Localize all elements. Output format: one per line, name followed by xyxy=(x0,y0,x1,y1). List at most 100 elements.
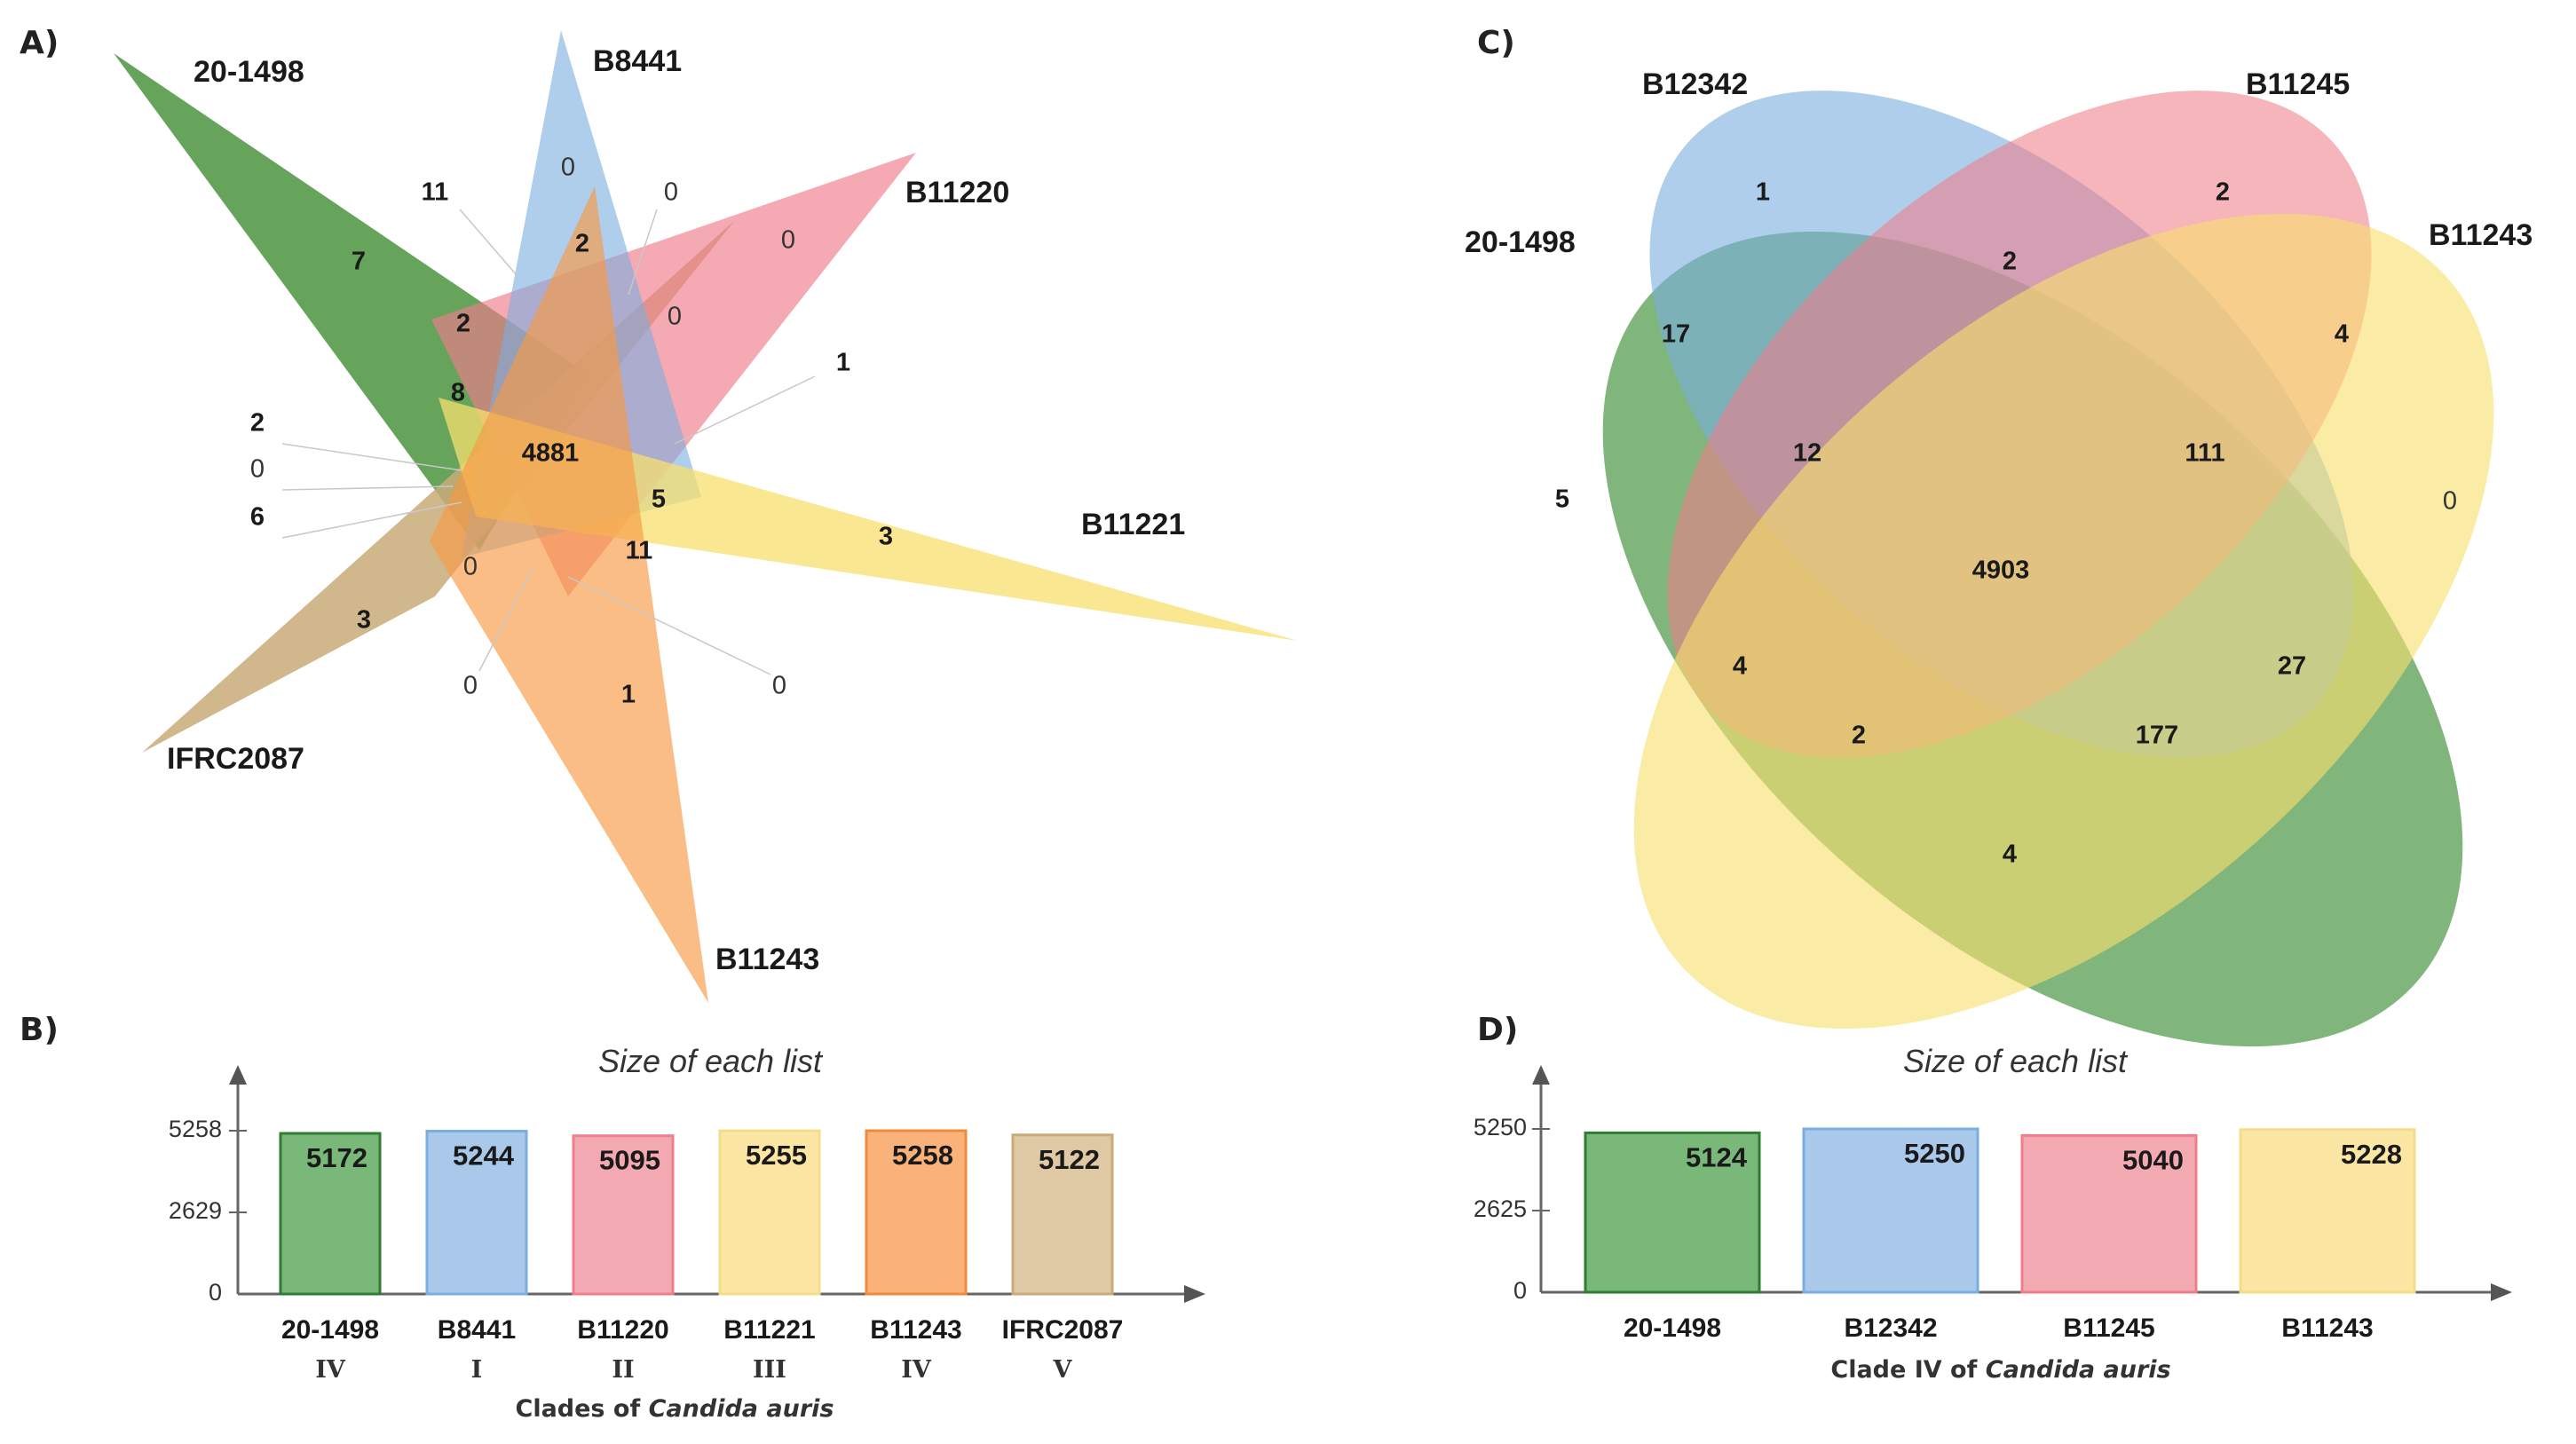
clade-label: I xyxy=(471,1356,483,1384)
bar-b8441 xyxy=(425,1129,528,1296)
venn-c-count: 4 xyxy=(1733,652,1747,681)
panel-c-label: C) xyxy=(1477,25,1515,61)
x-tick-label: B11243 xyxy=(2281,1314,2373,1343)
venn-a-count: 0 xyxy=(668,303,682,331)
venn-a-count-ifrc-only: 3 xyxy=(357,606,371,635)
venn-a-count: 11 xyxy=(626,537,653,565)
x-tick-label: B11245 xyxy=(2063,1314,2154,1343)
venn-c-name-20-1498: 20-1498 xyxy=(1465,225,1576,259)
venn-c-name-b12342: B12342 xyxy=(1642,67,1748,101)
venn-a-count: 0 xyxy=(463,553,478,581)
venn-a-count-core: 4881 xyxy=(522,439,580,468)
bar-b11243 xyxy=(2239,1128,2416,1294)
venn-a: A) 20-1498 B8441 B11220 B11221 B11243 IF… xyxy=(20,25,1298,1003)
chart-b-xlabel-italic: Candida auris xyxy=(649,1395,834,1423)
venn-a-count: 0 xyxy=(772,672,786,700)
venn-c-count: 0 xyxy=(2443,487,2457,516)
bar-value-label: 5124 xyxy=(1686,1141,1748,1172)
venn-a-name-b11243: B11243 xyxy=(715,943,819,976)
venn-a-count: 6 xyxy=(250,503,265,532)
venn-c-count: 5 xyxy=(1555,485,1569,514)
venn-a-name-ifrc2087: IFRC2087 xyxy=(167,742,304,776)
chart-b-y-arrow xyxy=(229,1065,247,1085)
chart-b-ytick: 2629 xyxy=(169,1197,222,1224)
venn-a-count: 0 xyxy=(664,178,678,207)
venn-a-count: 1 xyxy=(836,349,850,377)
bar-value-label: 5250 xyxy=(1904,1138,1965,1169)
venn-a-name-20-1498: 20-1498 xyxy=(194,55,304,89)
chart-b-ytick: 0 xyxy=(209,1279,222,1306)
panel-d-label: D) xyxy=(1477,1012,1518,1048)
venn-a-leader-lines xyxy=(281,209,816,675)
x-tick-label: B11220 xyxy=(577,1315,668,1345)
bar-b12342 xyxy=(1802,1127,1979,1294)
bar-20-1498 xyxy=(1584,1131,1761,1294)
bar-chart-b: B) Size of each list 5258 2629 0 5172 20-… xyxy=(20,1012,1205,1423)
bar-value-label: 5255 xyxy=(746,1140,807,1171)
x-tick-label: 20-1498 xyxy=(1624,1314,1721,1343)
chart-d-xlabel-prefix: Clade IV of xyxy=(1830,1356,1985,1384)
clade-label: III xyxy=(753,1356,786,1384)
venn-a-count: 2 xyxy=(575,230,589,258)
bar-value-label: 5172 xyxy=(306,1142,367,1173)
venn-c-count: 2 xyxy=(2003,248,2017,276)
venn-a-name-b11221: B11221 xyxy=(1081,508,1185,541)
bar-b11220 xyxy=(572,1134,675,1296)
chart-b-bars: 5172 20-1498 IV 5244 B8441 I 5095 B11220 II 5255 B… xyxy=(279,1129,1123,1384)
venn-a-count: 2 xyxy=(250,409,265,438)
venn-a-set-b11243 xyxy=(430,186,708,1003)
panel-b-label: B) xyxy=(20,1012,59,1048)
x-tick-label: B11221 xyxy=(723,1315,815,1345)
venn-a-count-b8441-only: 0 xyxy=(561,154,575,182)
venn-a-count: 5 xyxy=(652,485,666,514)
venn-c-count: 17 xyxy=(1662,320,1690,349)
venn-a-name-b11220: B11220 xyxy=(905,176,1009,209)
chart-d-y-arrow xyxy=(1532,1065,1550,1085)
venn-a-count: 2 xyxy=(456,310,470,338)
chart-b-ytick: 5258 xyxy=(169,1116,222,1142)
venn-c-name-b11245: B11245 xyxy=(2246,67,2350,101)
chart-d-xlabel: Clade IV of Candida auris xyxy=(1830,1356,2170,1384)
chart-b-xlabel-prefix: Clades of xyxy=(516,1395,649,1423)
chart-d-ytick: 0 xyxy=(1513,1277,1527,1304)
bar-value-label: 5228 xyxy=(2341,1139,2402,1170)
venn-a-set-b11221 xyxy=(439,398,1298,641)
venn-a-count: 8 xyxy=(451,379,465,407)
chart-d-ytick: 2625 xyxy=(1474,1195,1527,1222)
venn-a-count: 0 xyxy=(463,672,478,700)
x-tick-label: B11243 xyxy=(870,1315,961,1345)
chart-b-title: Size of each list xyxy=(598,1043,824,1079)
venn-c-set-b11243 xyxy=(1633,213,2494,1030)
bar-b11245 xyxy=(2020,1133,2198,1294)
venn-c-count: 111 xyxy=(2185,439,2224,468)
venn-c-name-b11243: B11243 xyxy=(2429,218,2533,252)
clade-label: II xyxy=(612,1356,634,1384)
venn-c-count: 4 xyxy=(2335,320,2349,349)
x-tick-label: B12342 xyxy=(1844,1314,1937,1343)
venn-c-count: 4 xyxy=(2003,840,2017,869)
chart-d-title: Size of each list xyxy=(1903,1043,2129,1079)
venn-c-count: 2 xyxy=(1852,722,1866,750)
venn-a-name-b8441: B8441 xyxy=(593,44,682,78)
chart-d-x-arrow xyxy=(2491,1283,2512,1301)
venn-c-count: 12 xyxy=(1793,439,1821,468)
bar-value-label: 5244 xyxy=(453,1140,515,1171)
venn-c-count: 177 xyxy=(2136,722,2178,750)
bar-value-label: 5095 xyxy=(599,1145,660,1176)
venn-c: C) B12342 B11245 20-1498 B11243 1 2 2 17… xyxy=(1465,25,2533,1047)
venn-a-count-20-only: 7 xyxy=(352,248,366,276)
bar-value-label: 5258 xyxy=(892,1140,953,1171)
bar-20-1498 xyxy=(279,1132,382,1296)
bar-value-label: 5040 xyxy=(2122,1144,2184,1175)
clade-label: IV xyxy=(901,1356,932,1384)
bar-ifrc2087 xyxy=(1011,1133,1114,1296)
chart-d-bars: 5124 20-1498 5250 B12342 5040 B11245 5228 B1124… xyxy=(1584,1127,2416,1343)
bar-chart-d: D) Size of each list 5250 2625 0 5124 20-… xyxy=(1474,1012,2512,1384)
venn-a-count-b11220-only: 0 xyxy=(781,226,795,255)
venn-c-count-core: 4903 xyxy=(1972,556,2030,585)
venn-c-count: 2 xyxy=(2216,178,2230,207)
venn-c-count: 1 xyxy=(1756,178,1770,207)
chart-d-xlabel-italic: Candida auris xyxy=(1986,1356,2171,1384)
venn-a-count: 0 xyxy=(250,455,265,484)
chart-b-x-arrow xyxy=(1184,1285,1205,1303)
